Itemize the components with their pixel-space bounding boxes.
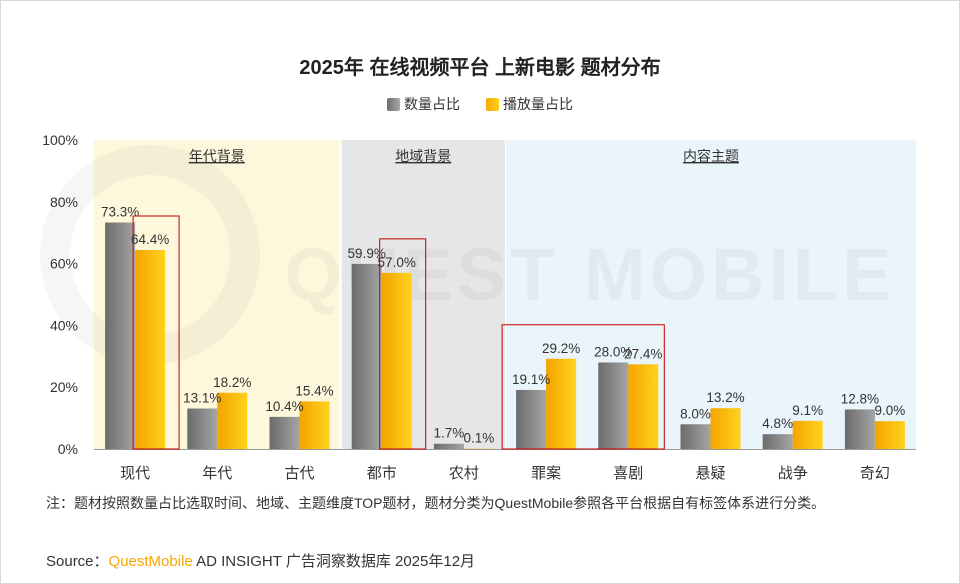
- data-label: 9.0%: [875, 403, 906, 418]
- data-label: 59.9%: [348, 246, 386, 261]
- data-label: 73.3%: [101, 205, 139, 220]
- data-label: 27.4%: [624, 346, 662, 361]
- highlight-box: [379, 238, 427, 450]
- x-tick-label: 奇幻: [860, 465, 890, 482]
- x-tick-label: 年代: [202, 465, 232, 482]
- data-label: 9.1%: [792, 403, 823, 418]
- data-label: 57.0%: [378, 255, 416, 270]
- bar: [135, 250, 166, 449]
- y-tick-label: 20%: [50, 379, 78, 395]
- x-tick-label: 农村: [449, 465, 479, 482]
- data-label: 13.1%: [183, 391, 221, 406]
- source-line: Source：QuestMobile AD INSIGHT 广告洞察数据库 20…: [46, 550, 475, 571]
- legend-label-play: 播放量占比: [503, 96, 573, 112]
- data-label: 4.8%: [762, 416, 793, 431]
- bar: [269, 416, 300, 449]
- legend-item-play: 播放量占比: [486, 94, 573, 114]
- chart-legend: 数量占比 播放量占比: [0, 94, 960, 114]
- data-label: 13.2%: [706, 390, 744, 405]
- data-label: 12.8%: [841, 391, 879, 406]
- data-label: 64.4%: [131, 232, 169, 247]
- data-label: 18.2%: [213, 375, 251, 390]
- bar: [710, 408, 741, 449]
- bar: [792, 420, 823, 449]
- bar: [187, 408, 218, 449]
- data-label: 19.1%: [512, 372, 550, 387]
- bar: [217, 392, 248, 449]
- x-tick-label: 喜剧: [613, 465, 643, 482]
- bar: [546, 358, 577, 449]
- legend-item-count: 数量占比: [387, 94, 460, 114]
- x-tick-label: 战争: [778, 464, 808, 482]
- bar: [433, 443, 464, 449]
- bar: [516, 389, 547, 449]
- x-tick-label: 都市: [367, 465, 397, 482]
- y-tick-label: 60%: [50, 256, 78, 272]
- bar: [874, 421, 905, 449]
- data-label: 28.0%: [594, 344, 632, 359]
- source-rest: AD INSIGHT 广告洞察数据库 2025年12月: [192, 553, 476, 570]
- source-prefix: Source：: [46, 553, 109, 570]
- footnote: 注：题材按照数量占比选取时间、地域、主题维度TOP题材，题材分类为QuestMo…: [46, 495, 826, 511]
- data-label: 1.7%: [434, 426, 465, 441]
- y-tick-label: 100%: [42, 132, 78, 148]
- y-tick-label: 40%: [50, 317, 78, 333]
- bar: [351, 263, 382, 449]
- bar: [762, 434, 793, 449]
- bar: [381, 272, 412, 449]
- bar: [844, 409, 875, 449]
- group-label: 地域背景: [395, 148, 451, 164]
- highlight-box: [132, 215, 180, 450]
- group-label: 年代背景: [189, 148, 245, 164]
- legend-swatch-count: [387, 97, 400, 111]
- chart-title: 2025年 在线视频平台 上新电影 题材分布: [299, 57, 661, 79]
- x-tick-label: 现代: [120, 465, 150, 482]
- y-tick-label: 80%: [50, 194, 78, 210]
- x-tick-label: 罪案: [531, 464, 561, 482]
- bar: [105, 222, 136, 449]
- y-tick-label: 0%: [58, 441, 78, 457]
- x-tick-label: 悬疑: [695, 465, 725, 482]
- data-label: 8.0%: [680, 406, 711, 421]
- data-label: 29.2%: [542, 341, 580, 356]
- group-label: 内容主题: [683, 148, 739, 164]
- bar: [598, 362, 629, 449]
- x-tick-label: 古代: [284, 465, 314, 482]
- legend-label-count: 数量占比: [404, 96, 460, 112]
- highlight-box: [501, 324, 665, 450]
- bar: [299, 401, 330, 449]
- bar: [628, 364, 659, 449]
- data-label: 15.4%: [295, 383, 333, 398]
- data-label: 10.4%: [265, 399, 303, 414]
- legend-swatch-play: [486, 97, 499, 111]
- source-brand: QuestMobile: [108, 553, 193, 570]
- data-label: 0.1%: [464, 431, 495, 446]
- bar: [680, 424, 711, 449]
